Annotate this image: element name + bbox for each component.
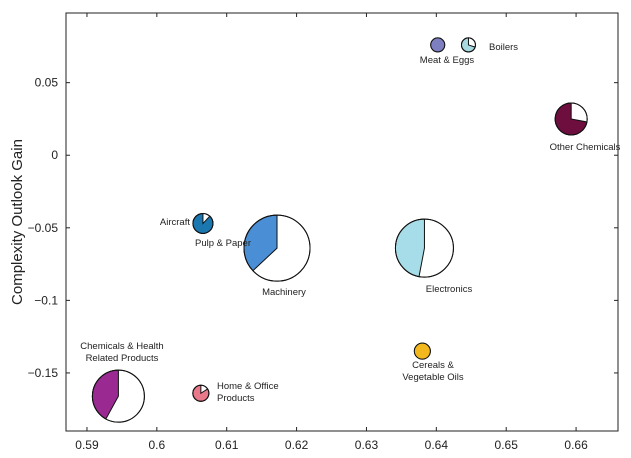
x-tick-label: 0.64 bbox=[425, 438, 449, 452]
bubble-labels: Meat & Eggs Boilers Other Chemicals Aircraf… bbox=[80, 42, 620, 404]
x-tick-label: 0.65 bbox=[495, 438, 519, 452]
bubble-label: Electronics bbox=[426, 284, 473, 295]
bubble-label: Machinery bbox=[262, 287, 306, 298]
bubble-label: Vegetable Oils bbox=[402, 372, 464, 383]
bubble-outline bbox=[460, 37, 476, 53]
bubbles bbox=[91, 37, 588, 423]
bubble-label: Other Chemicals bbox=[550, 142, 621, 153]
bubble-outline bbox=[91, 369, 145, 423]
y-tick-label: −0.05 bbox=[28, 221, 59, 235]
bubble bbox=[460, 37, 476, 53]
x-tick-label: 0.6 bbox=[148, 438, 165, 452]
bubble bbox=[430, 37, 446, 53]
bubble-wedge bbox=[394, 218, 425, 278]
axes: 0.59 0.6 0.61 0.62 0.63 0.64 0.65 0.66 0.05 0 −0.0… bbox=[9, 12, 619, 452]
bubble bbox=[192, 212, 214, 234]
bubble-outline bbox=[192, 384, 210, 402]
x-tick-label: 0.59 bbox=[75, 438, 99, 452]
bubble bbox=[192, 384, 210, 402]
bubble-outline bbox=[394, 218, 454, 278]
y-tick-label: −0.1 bbox=[34, 293, 58, 307]
x-tick-label: 0.62 bbox=[285, 438, 309, 452]
bubble-label: Home & Office bbox=[217, 381, 279, 392]
bubble-label: Boilers bbox=[489, 42, 518, 53]
bubble-fill bbox=[413, 342, 431, 360]
bubble-label: Cereals & bbox=[412, 360, 454, 371]
bubble bbox=[413, 342, 431, 360]
bubble-label: Meat & Eggs bbox=[420, 55, 475, 66]
plot-frame bbox=[65, 12, 619, 432]
bubble-label: Products bbox=[217, 393, 255, 404]
y-tick-label: 0 bbox=[51, 148, 58, 162]
y-axis-title: Complexity Outlook Gain bbox=[9, 139, 26, 305]
x-tick-label: 0.63 bbox=[355, 438, 379, 452]
bubble bbox=[243, 214, 311, 282]
bubble-label: Aircraft bbox=[160, 217, 190, 228]
bubble-outline bbox=[243, 214, 311, 282]
y-tick-label: −0.15 bbox=[28, 366, 59, 380]
bubble bbox=[91, 369, 145, 423]
bubble-label: Pulp & Paper bbox=[195, 238, 251, 249]
x-tick-label: 0.66 bbox=[564, 438, 588, 452]
x-tick-label: 0.61 bbox=[215, 438, 239, 452]
bubble bbox=[554, 102, 588, 136]
bubble-outline bbox=[192, 212, 214, 234]
bubble-outline bbox=[554, 102, 588, 136]
bubble bbox=[394, 218, 454, 278]
bubble-label: Related Products bbox=[86, 353, 159, 364]
bubble-fill bbox=[430, 37, 446, 53]
y-tick-label: 0.05 bbox=[35, 76, 59, 90]
bubble-label: Chemicals & Health bbox=[80, 341, 163, 352]
